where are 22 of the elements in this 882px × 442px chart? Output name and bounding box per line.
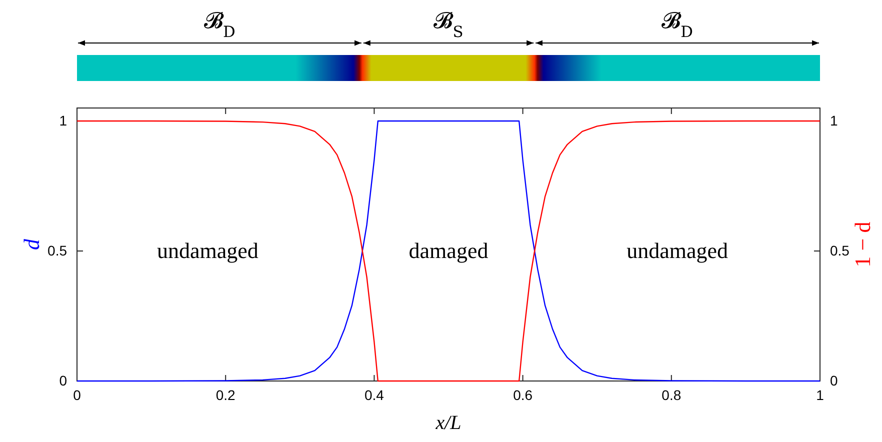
x-tick-label: 0.6 [513,386,533,403]
annotation: undamaged [156,238,258,263]
y-tick-label: 1 [59,112,68,128]
x-tick-label: 1 [816,386,824,403]
text: 𝓑$_{D}$ [662,9,693,41]
y-tick-label: 0.5 [48,242,68,258]
text: 𝓑$_{S}$ [434,9,464,41]
annotation: undamaged [626,238,728,263]
x-tick-label: 0.8 [662,386,682,403]
x-tick-label: 0 [73,386,82,403]
line-series [76,120,821,382]
x-tick-label: 0.2 [216,386,236,403]
y-tick-label: 0 [59,372,68,388]
text: 𝓑$_{D}$ [204,9,236,41]
y-axis-title: d [19,238,44,250]
annotation: damaged [408,238,488,263]
x-tick-label: 0.4 [364,386,384,403]
y2-tick-label: 1 [830,112,838,128]
y2-axis-title: 1 − d [850,222,875,268]
x-axis-title: x/L [434,412,462,434]
y2-tick-label: 0 [830,372,838,388]
y2-tick-label: 0.5 [830,242,850,258]
